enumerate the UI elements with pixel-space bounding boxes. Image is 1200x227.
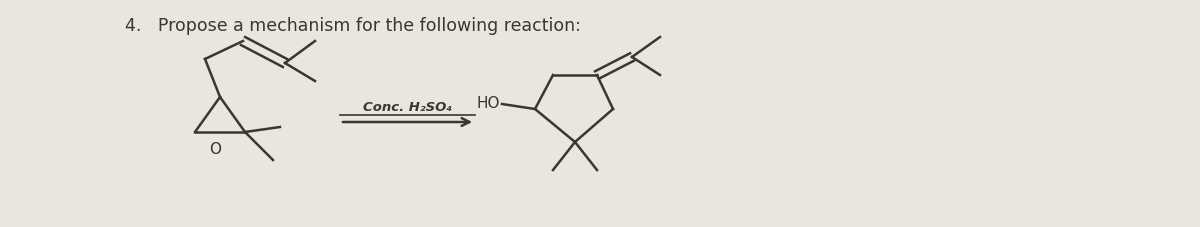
Text: O: O xyxy=(209,141,221,156)
Text: Conc. H₂SO₄: Conc. H₂SO₄ xyxy=(362,101,452,114)
Text: HO: HO xyxy=(476,96,500,111)
Text: 4.   Propose a mechanism for the following reaction:: 4. Propose a mechanism for the following… xyxy=(125,17,581,35)
